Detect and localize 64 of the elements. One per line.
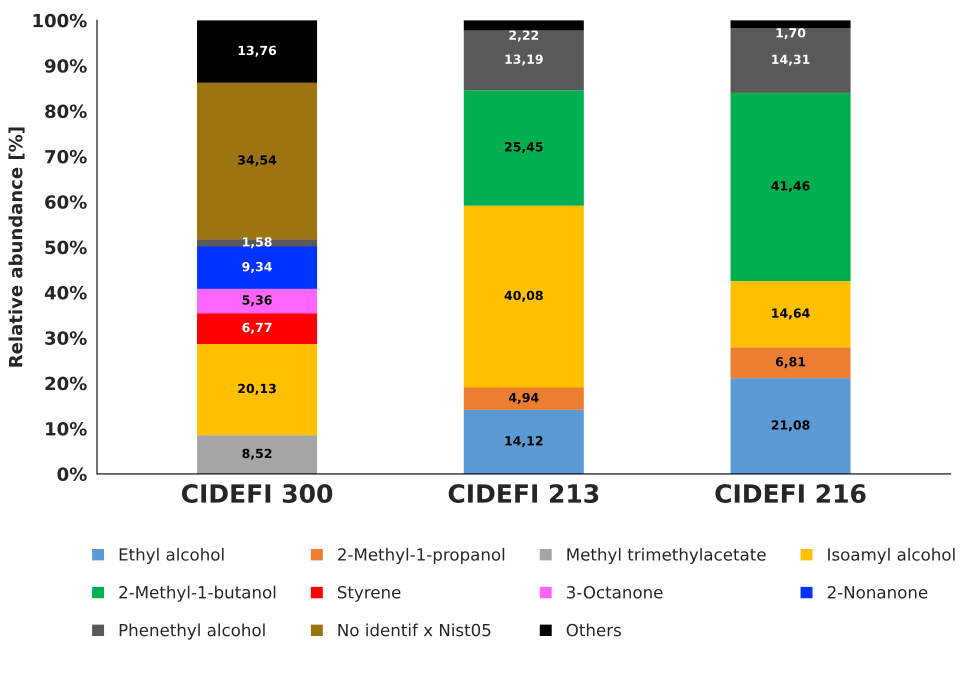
y-tick-label: 80% <box>45 104 87 118</box>
x-tick-label: CIDEFI 216 <box>715 484 866 503</box>
y-tick-label: 0% <box>57 467 87 482</box>
bar <box>197 435 318 474</box>
y-tick-label: 100% <box>34 14 87 28</box>
data-label: 13,76 <box>238 46 276 57</box>
data-label: 41,46 <box>771 181 810 192</box>
data-label: 8,52 <box>242 448 272 460</box>
x-tick-label: CIDEFI 213 <box>448 484 598 503</box>
y-axis-title: Relative abundance [%] <box>8 128 25 367</box>
legend-label: Phenethyl alcohol <box>120 623 265 640</box>
data-label: 6,77 <box>242 322 272 334</box>
y-tick-label: 40% <box>44 286 87 300</box>
legend-label: Ethyl alcohol <box>120 548 224 564</box>
bar <box>464 410 584 474</box>
y-tick-label: 10% <box>46 422 87 436</box>
legend-label: 2-Methyl-1-propanol <box>338 548 504 564</box>
legend-label: Isoamyl alcohol <box>828 548 955 564</box>
data-label: 14,31 <box>772 54 810 66</box>
legend-label: Methyl trimethylacetate <box>567 548 766 564</box>
data-label: 1,70 <box>776 28 806 40</box>
bar <box>464 90 584 206</box>
legend-label: 3-Octanone <box>567 586 663 599</box>
bar <box>730 378 851 474</box>
bar <box>464 206 584 388</box>
bar <box>197 246 318 289</box>
data-label: 4,94 <box>508 392 539 404</box>
bar <box>730 92 851 281</box>
legend-label: 2-Methyl-1-butanol <box>119 586 276 602</box>
bar <box>464 30 584 90</box>
bar <box>197 344 318 436</box>
y-tick-label: 90% <box>44 59 87 73</box>
legend-label: 2-Nonanone <box>828 586 928 599</box>
bar <box>730 280 851 348</box>
bar <box>464 387 584 410</box>
y-tick-label: 60% <box>45 195 87 209</box>
data-label: 6,81 <box>776 357 806 368</box>
bar <box>730 347 851 378</box>
y-tick-label: 50% <box>45 240 87 254</box>
data-label: 34,54 <box>238 155 276 166</box>
data-label: 21,08 <box>772 420 810 432</box>
data-label: 40,08 <box>504 290 543 302</box>
y-tick-label: 70% <box>45 150 87 164</box>
data-label: 20,13 <box>238 384 276 395</box>
legend-label: Styrene <box>338 586 400 602</box>
y-tick-label: 20% <box>45 376 87 390</box>
bar <box>197 313 318 344</box>
x-tick-label: CIDEFI 300 <box>182 484 332 503</box>
data-label: 13,19 <box>505 54 543 66</box>
bar <box>197 20 318 83</box>
data-label: 5,36 <box>242 295 272 306</box>
y-tick-label: 30% <box>45 331 87 345</box>
bar <box>464 20 584 30</box>
data-label: 14,64 <box>772 308 810 320</box>
data-label: 14,12 <box>505 436 542 448</box>
bar <box>197 288 318 314</box>
bar <box>730 20 851 28</box>
data-label: 1,58 <box>243 237 272 248</box>
data-label: 9,34 <box>242 262 272 273</box>
legend-label: Others <box>566 623 621 636</box>
data-label: 2,22 <box>509 30 538 42</box>
data-label: 25,45 <box>505 142 543 154</box>
legend-label: No identif x Nist05 <box>338 623 490 636</box>
bar <box>730 28 851 93</box>
